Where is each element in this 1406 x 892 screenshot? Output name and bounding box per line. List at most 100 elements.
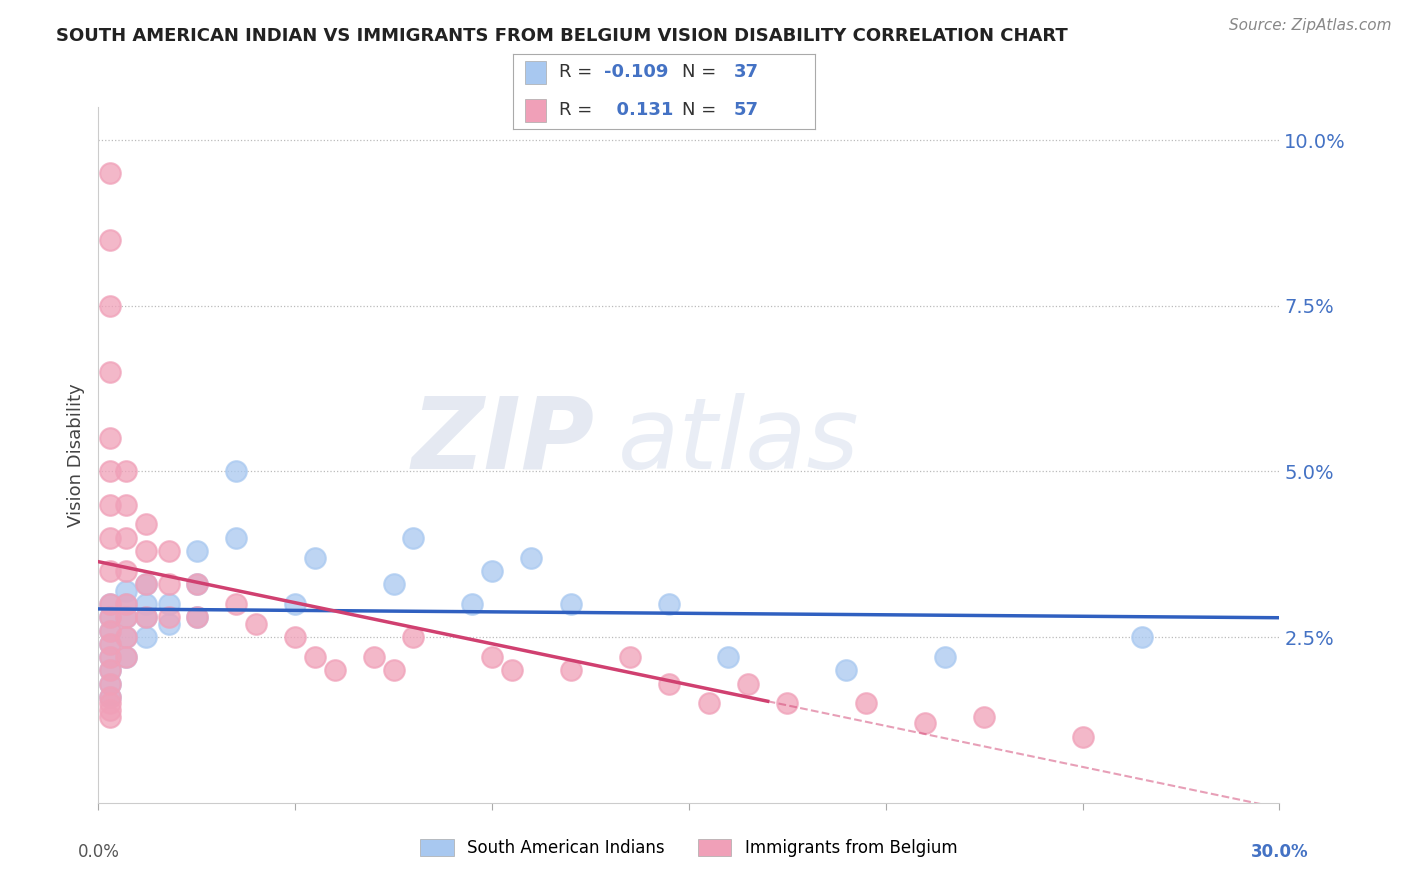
Point bbox=[98, 676, 121, 690]
Point bbox=[135, 630, 157, 644]
Point bbox=[98, 498, 121, 512]
Point bbox=[135, 597, 157, 611]
Point bbox=[98, 431, 121, 445]
Point bbox=[98, 233, 121, 247]
Point bbox=[98, 166, 121, 180]
Point bbox=[186, 610, 208, 624]
Point bbox=[115, 630, 138, 644]
Text: 0.0%: 0.0% bbox=[77, 843, 120, 861]
Point bbox=[98, 650, 121, 665]
Point bbox=[115, 610, 138, 624]
Point bbox=[98, 624, 121, 638]
Point bbox=[98, 610, 121, 624]
Text: 37: 37 bbox=[734, 63, 759, 81]
Point bbox=[98, 650, 121, 665]
Point bbox=[98, 690, 121, 704]
Text: N =: N = bbox=[682, 102, 723, 120]
Text: -0.109: -0.109 bbox=[605, 63, 668, 81]
Point bbox=[157, 544, 180, 558]
Point bbox=[115, 650, 138, 665]
Point bbox=[98, 663, 121, 677]
Text: atlas: atlas bbox=[619, 392, 859, 490]
Point bbox=[658, 676, 681, 690]
Point bbox=[560, 663, 582, 677]
Point bbox=[115, 465, 138, 479]
Point bbox=[98, 365, 121, 379]
Point bbox=[973, 709, 995, 723]
Legend: South American Indians, Immigrants from Belgium: South American Indians, Immigrants from … bbox=[413, 832, 965, 864]
Point bbox=[115, 564, 138, 578]
Point bbox=[115, 610, 138, 624]
Point bbox=[157, 577, 180, 591]
Text: 0.131: 0.131 bbox=[605, 102, 673, 120]
Point bbox=[115, 531, 138, 545]
Point bbox=[186, 577, 208, 591]
Point bbox=[115, 630, 138, 644]
Point bbox=[402, 531, 425, 545]
Point bbox=[776, 697, 799, 711]
Point bbox=[914, 716, 936, 731]
Point bbox=[658, 597, 681, 611]
Point bbox=[135, 577, 157, 591]
Point bbox=[1130, 630, 1153, 644]
Point bbox=[135, 610, 157, 624]
Point bbox=[934, 650, 956, 665]
Point bbox=[98, 676, 121, 690]
Point bbox=[501, 663, 523, 677]
Point bbox=[225, 465, 247, 479]
Point bbox=[98, 564, 121, 578]
Point bbox=[157, 597, 180, 611]
Point bbox=[520, 550, 543, 565]
Point bbox=[157, 616, 180, 631]
Point bbox=[98, 709, 121, 723]
Point bbox=[98, 465, 121, 479]
Text: ZIP: ZIP bbox=[412, 392, 595, 490]
Point bbox=[98, 663, 121, 677]
Point bbox=[186, 577, 208, 591]
Point bbox=[98, 697, 121, 711]
Point bbox=[98, 597, 121, 611]
Point bbox=[304, 550, 326, 565]
Point bbox=[304, 650, 326, 665]
Point bbox=[98, 299, 121, 313]
Point bbox=[115, 498, 138, 512]
Point bbox=[284, 630, 307, 644]
Point bbox=[697, 697, 720, 711]
Point bbox=[98, 703, 121, 717]
Point bbox=[835, 663, 858, 677]
Point bbox=[225, 597, 247, 611]
Bar bbox=[526, 99, 547, 122]
Point bbox=[115, 583, 138, 598]
Text: R =: R = bbox=[558, 102, 598, 120]
Point bbox=[135, 610, 157, 624]
Point bbox=[135, 544, 157, 558]
Bar bbox=[526, 62, 547, 84]
Text: R =: R = bbox=[558, 63, 598, 81]
Point bbox=[382, 663, 405, 677]
Point bbox=[245, 616, 267, 631]
Point bbox=[225, 531, 247, 545]
Point bbox=[363, 650, 385, 665]
Point bbox=[115, 597, 138, 611]
Text: N =: N = bbox=[682, 63, 723, 81]
Text: 30.0%: 30.0% bbox=[1251, 843, 1308, 861]
Point bbox=[560, 597, 582, 611]
Point bbox=[115, 597, 138, 611]
Point bbox=[115, 650, 138, 665]
Point bbox=[737, 676, 759, 690]
Point bbox=[135, 517, 157, 532]
Point bbox=[98, 637, 121, 651]
Point bbox=[461, 597, 484, 611]
Point bbox=[98, 597, 121, 611]
Point bbox=[284, 597, 307, 611]
Point bbox=[98, 690, 121, 704]
Point bbox=[402, 630, 425, 644]
Point bbox=[1071, 730, 1094, 744]
Point bbox=[157, 610, 180, 624]
Point bbox=[186, 610, 208, 624]
Point bbox=[619, 650, 641, 665]
Point bbox=[481, 650, 503, 665]
Point bbox=[481, 564, 503, 578]
Point bbox=[717, 650, 740, 665]
Point bbox=[98, 531, 121, 545]
